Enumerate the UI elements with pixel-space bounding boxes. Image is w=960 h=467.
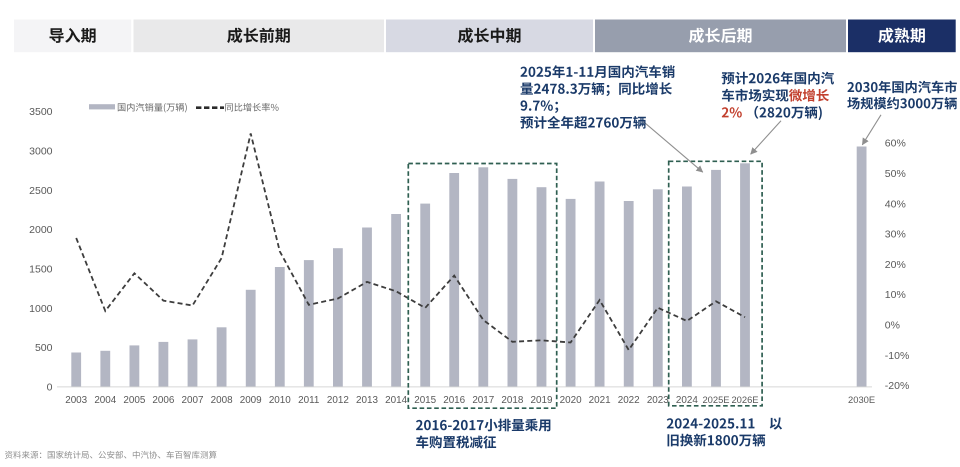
svg-text:2010: 2010 — [269, 395, 291, 406]
svg-text:2500: 2500 — [29, 185, 53, 197]
svg-text:3000: 3000 — [29, 146, 53, 158]
svg-text:10%: 10% — [885, 289, 906, 301]
svg-text:2003: 2003 — [65, 395, 87, 406]
svg-text:2016: 2016 — [443, 395, 465, 406]
svg-text:2020: 2020 — [560, 395, 582, 406]
svg-text:0%: 0% — [885, 320, 900, 332]
svg-text:2005: 2005 — [123, 395, 145, 406]
svg-text:2024: 2024 — [676, 395, 698, 406]
svg-text:2012: 2012 — [327, 395, 349, 406]
svg-text:2023: 2023 — [647, 395, 669, 406]
svg-text:30%: 30% — [885, 229, 906, 241]
svg-text:500: 500 — [35, 342, 53, 354]
svg-text:1500: 1500 — [29, 264, 53, 276]
svg-text:2018: 2018 — [501, 395, 523, 406]
svg-text:2004: 2004 — [94, 395, 116, 406]
svg-text:-10%: -10% — [885, 350, 910, 362]
svg-text:2021: 2021 — [589, 395, 611, 406]
svg-text:-20%: -20% — [885, 380, 910, 392]
svg-text:50%: 50% — [885, 168, 906, 180]
svg-text:1000: 1000 — [29, 303, 53, 315]
svg-text:3500: 3500 — [29, 106, 53, 118]
svg-text:20%: 20% — [885, 259, 906, 271]
svg-text:2013: 2013 — [356, 395, 378, 406]
svg-text:2022: 2022 — [618, 395, 640, 406]
svg-text:2030E: 2030E — [848, 394, 875, 405]
svg-text:2019: 2019 — [531, 395, 553, 406]
svg-text:2007: 2007 — [182, 395, 204, 406]
svg-text:2006: 2006 — [152, 395, 174, 406]
svg-text:2011: 2011 — [298, 395, 320, 406]
svg-text:2017: 2017 — [472, 395, 494, 406]
svg-text:0: 0 — [47, 381, 53, 393]
svg-text:2025E: 2025E — [702, 394, 729, 405]
svg-text:60%: 60% — [885, 138, 906, 150]
svg-text:40%: 40% — [885, 198, 906, 210]
svg-text:2015: 2015 — [414, 395, 436, 406]
svg-text:2000: 2000 — [29, 224, 53, 236]
svg-text:2026E: 2026E — [731, 394, 758, 405]
svg-text:2014: 2014 — [385, 395, 407, 406]
svg-text:2009: 2009 — [240, 395, 262, 406]
svg-text:2008: 2008 — [211, 395, 233, 406]
